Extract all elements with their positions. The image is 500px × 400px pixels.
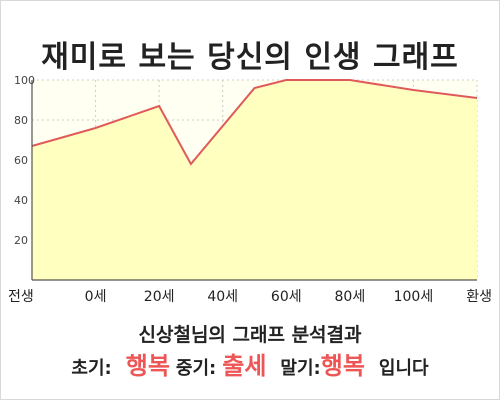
x-tick-label: 환생 <box>466 289 492 305</box>
y-tick-label: 80 <box>14 114 28 127</box>
x-tick-label: 60세 <box>271 289 302 305</box>
x-tick-label: 80세 <box>335 289 366 305</box>
early-value: 행복 <box>125 352 170 380</box>
analysis-result: 초기: 행복 중기: 출세 말기:행복 입니다 <box>0 346 500 381</box>
mid-label: 중기: <box>175 358 217 379</box>
life-line <box>31 79 478 166</box>
x-tick-label: 100세 <box>394 289 434 305</box>
x-tick-labels: 전생 0세 20세 40세 60세 80세 100세 환생 <box>8 289 492 305</box>
x-tick-label: 전생 <box>8 289 34 305</box>
x-tick-label: 20세 <box>144 289 175 305</box>
early-label: 초기: <box>71 358 112 379</box>
y-tick-label: 20 <box>14 234 28 247</box>
y-tick-label: 60 <box>14 154 28 167</box>
life-area <box>32 80 477 280</box>
late-value: 행복 <box>320 352 365 380</box>
x-tick-label: 40세 <box>207 289 238 305</box>
mid-value: 출세 <box>222 352 267 380</box>
y-tick-labels: 20 40 60 80 100 <box>14 74 35 247</box>
analysis-title: 신상철님의 그래프 분석결과 <box>138 324 362 346</box>
y-tick-label: 40 <box>14 194 28 207</box>
late-label: 말기: <box>280 358 321 379</box>
suffix-text: 입니다 <box>378 358 429 379</box>
chart-title: 재미로 보는 당신의 인생 그래프 <box>41 40 459 75</box>
y-tick-label: 100 <box>14 74 35 87</box>
x-tick-label: 0세 <box>85 289 107 305</box>
